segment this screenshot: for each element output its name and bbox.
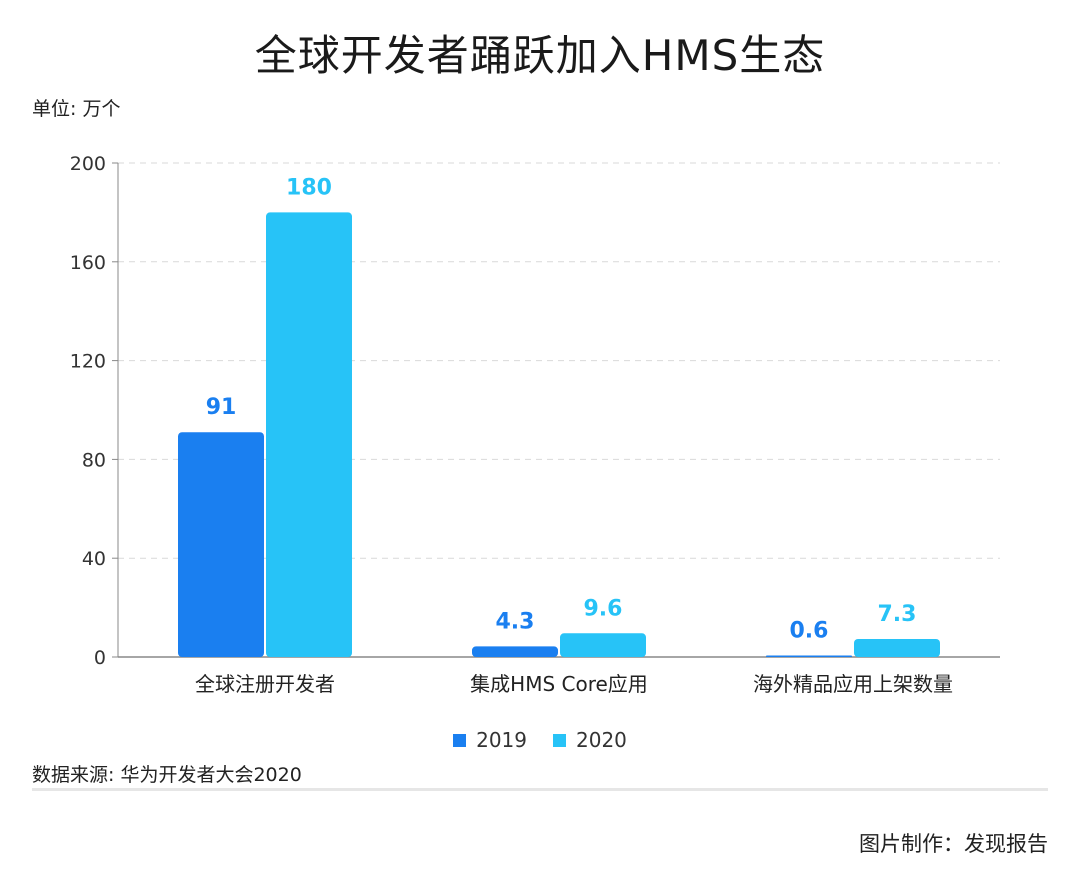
legend: 2019 2020 bbox=[0, 728, 1080, 752]
legend-item-2020: 2020 bbox=[553, 728, 627, 752]
y-tick-label: 200 bbox=[70, 153, 106, 175]
y-tick-label: 0 bbox=[94, 647, 106, 669]
x-tick-label: 集成HMS Core应用 bbox=[470, 672, 648, 696]
data-label-2020-1: 180 bbox=[286, 175, 332, 200]
y-tick-label: 160 bbox=[70, 252, 106, 274]
legend-item-2019: 2019 bbox=[453, 728, 527, 752]
chart-title: 全球开发者踊跃加入HMS生态 bbox=[254, 31, 826, 80]
bar-2019-1 bbox=[178, 432, 264, 657]
data-label-2020-3: 7.3 bbox=[878, 602, 917, 627]
data-label-2019-3: 0.6 bbox=[790, 619, 829, 644]
legend-swatch-2019 bbox=[453, 733, 467, 747]
bar-2019-3 bbox=[766, 655, 852, 657]
legend-label-2019: 2019 bbox=[476, 728, 527, 752]
divider bbox=[32, 788, 1048, 791]
y-tick-label: 120 bbox=[70, 351, 106, 373]
data-label-2019-2: 4.3 bbox=[496, 609, 535, 634]
data-source: 数据来源: 华为开发者大会2020 bbox=[32, 764, 302, 786]
x-tick-label: 海外精品应用上架数量 bbox=[753, 672, 953, 696]
bar-2019-2 bbox=[472, 646, 558, 657]
x-tick-label: 全球注册开发者 bbox=[195, 672, 335, 696]
y-tick-label: 80 bbox=[82, 449, 106, 471]
data-label-2019-1: 91 bbox=[206, 395, 237, 420]
image-credit: 图片制作：发现报告 bbox=[859, 832, 1048, 856]
data-label-2020-2: 9.6 bbox=[584, 596, 623, 621]
bar-2020-2 bbox=[560, 633, 646, 657]
legend-label-2020: 2020 bbox=[576, 728, 627, 752]
unit-label: 单位: 万个 bbox=[32, 98, 121, 120]
legend-swatch-2020 bbox=[553, 733, 566, 747]
bar-2020-3 bbox=[854, 638, 940, 657]
bar-chart: 0 40 80 120 160 200 91 180 全球注册开发者 4.3 9.6 集成HMS Co… bbox=[70, 153, 1000, 696]
y-tick-label: 40 bbox=[82, 548, 106, 570]
bar-2020-1 bbox=[266, 212, 352, 657]
